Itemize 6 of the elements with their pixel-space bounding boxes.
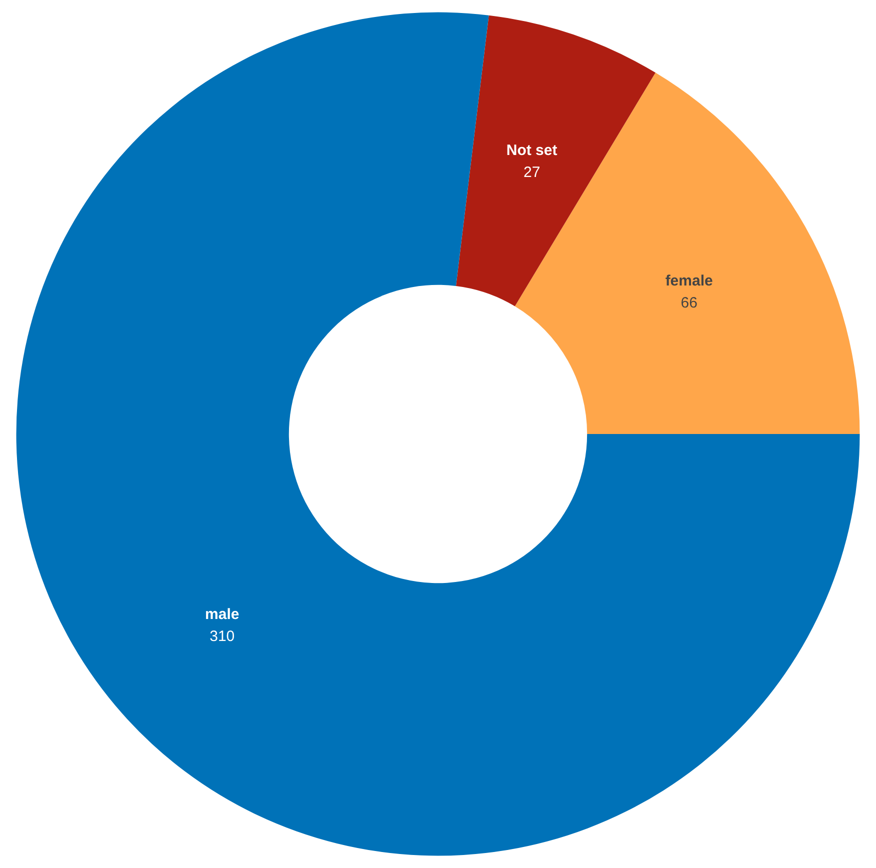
data-label: 66 <box>680 294 698 312</box>
data-label: 27 <box>523 164 540 181</box>
data-label: 310 <box>210 628 235 645</box>
slice-label: male <box>205 606 240 623</box>
slice-label: female <box>665 272 713 290</box>
slice-label: Not set <box>506 142 558 159</box>
